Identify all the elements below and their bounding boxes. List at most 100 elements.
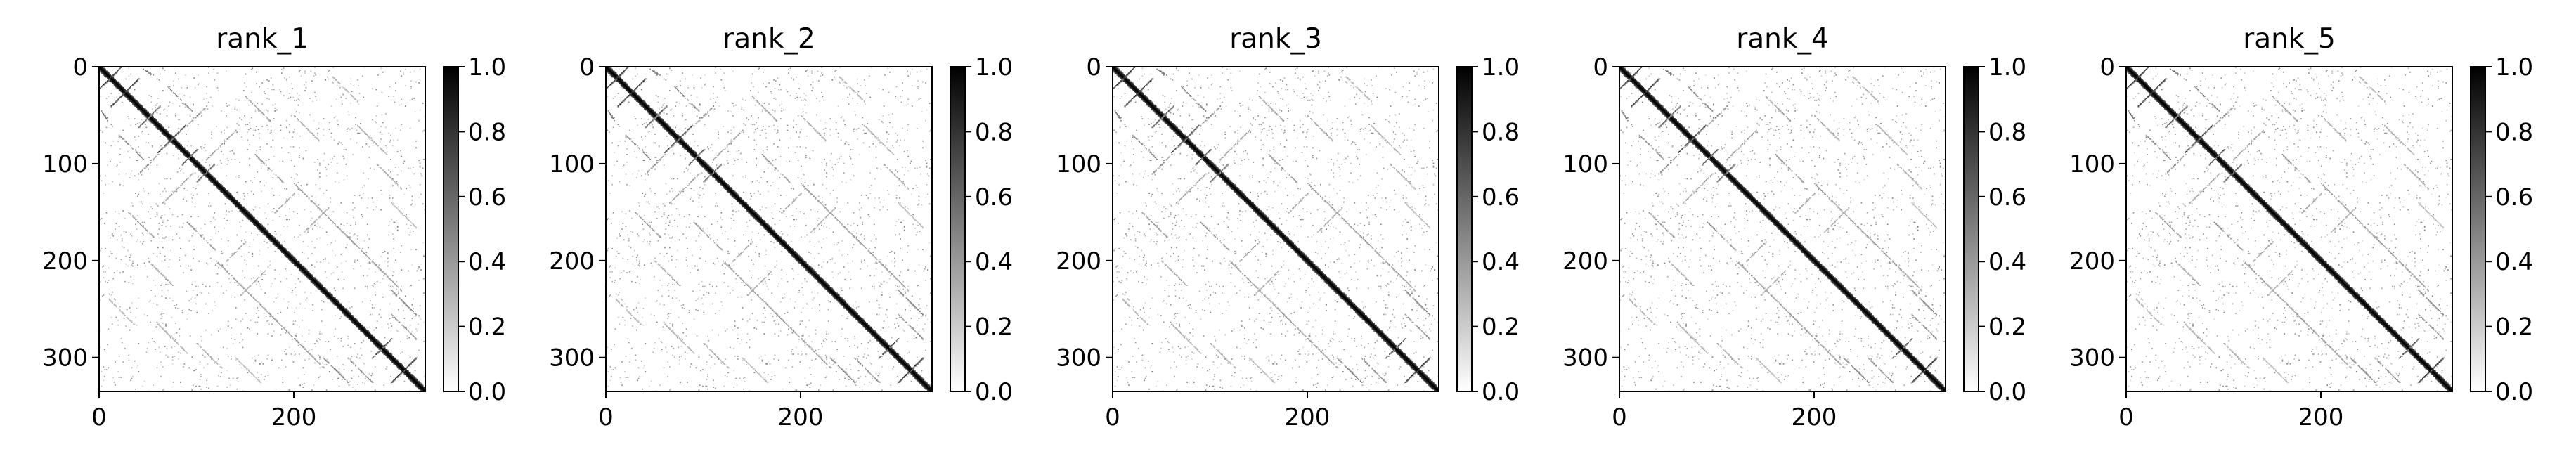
heatmap-cell: [188, 123, 190, 124]
heatmap-cell: [329, 371, 330, 372]
heatmap-cell: [138, 174, 139, 175]
heatmap-cell: [179, 257, 181, 258]
heatmap-cell: [291, 160, 292, 161]
heatmap-cell: [162, 220, 164, 221]
heatmap-cell: [274, 278, 276, 280]
heatmap-cell: [294, 193, 295, 194]
heatmap-cell: [282, 204, 283, 206]
heatmap-cell: [197, 230, 198, 232]
heatmap-cell: [114, 382, 115, 383]
heatmap-cell: [103, 193, 105, 194]
heatmap-cell: [406, 327, 407, 329]
heatmap-cell: [410, 249, 412, 250]
heatmap-cell: [139, 127, 141, 129]
heatmap-cell: [354, 207, 356, 209]
heatmap-cell: [130, 86, 131, 88]
heatmap-cell: [178, 98, 179, 99]
heatmap-cell: [347, 111, 349, 112]
heatmap-cell: [330, 159, 331, 160]
heatmap-cell: [107, 344, 108, 345]
heatmap-cell: [131, 322, 133, 323]
heatmap-cell: [207, 242, 209, 244]
heatmap-cell: [143, 159, 144, 160]
heatmap-cell: [222, 368, 224, 369]
heatmap-cell: [210, 97, 212, 98]
heatmap-cell: [350, 83, 351, 84]
heatmap-cell: [205, 144, 206, 145]
heatmap-cell: [397, 230, 399, 231]
heatmap-cell: [100, 347, 101, 349]
heatmap-cell: [392, 381, 394, 382]
heatmap-cell: [306, 195, 308, 197]
heatmap-cell: [119, 306, 121, 308]
heatmap-cell: [249, 122, 250, 124]
heatmap-cell: [165, 279, 167, 280]
heatmap-cell: [318, 122, 320, 124]
heatmap-cell: [339, 386, 340, 387]
heatmap-cell: [375, 266, 377, 267]
heatmap-cell: [145, 143, 147, 144]
heatmap-cell: [397, 184, 399, 186]
heatmap-cell: [150, 322, 151, 323]
heatmap-cell: [138, 136, 139, 137]
heatmap-cell: [218, 358, 219, 360]
heatmap-cell: [344, 379, 346, 380]
heatmap-cell: [129, 144, 130, 145]
heatmap-cell: [136, 219, 138, 221]
heatmap-cell: [370, 314, 371, 316]
heatmap-cell: [235, 131, 236, 133]
heatmap-cell: [101, 110, 103, 112]
heatmap-cell: [398, 207, 399, 208]
heatmap-cell: [401, 291, 402, 292]
heatmap-cell: [269, 121, 271, 122]
heatmap-cell: [117, 271, 118, 272]
heatmap-cell: [311, 241, 313, 242]
heatmap-cell: [268, 266, 269, 268]
heatmap-cell: [393, 238, 394, 240]
heatmap-cell: [176, 135, 177, 136]
heatmap-cell: [132, 283, 134, 285]
heatmap-cell: [103, 379, 105, 381]
heatmap-cell: [142, 169, 143, 171]
heatmap-cell: [107, 120, 108, 122]
heatmap-cell: [401, 189, 402, 190]
heatmap-cell: [394, 102, 396, 103]
heatmap-cell: [329, 363, 330, 364]
heatmap-cell: [193, 174, 194, 175]
heatmap-cell: [103, 366, 105, 368]
heatmap-cell: [309, 228, 310, 229]
heatmap-cell: [355, 99, 356, 100]
heatmap-cell: [142, 123, 143, 124]
heatmap-cell: [255, 110, 257, 111]
heatmap-cell: [192, 110, 193, 112]
heatmap-cell: [177, 216, 179, 217]
heatmap-cell: [380, 67, 382, 69]
heatmap-cell: [175, 113, 176, 115]
heatmap-cell: [282, 377, 283, 378]
heatmap-cell: [130, 214, 131, 216]
heatmap-cell: [206, 160, 207, 161]
heatmap-cell: [294, 183, 295, 184]
heatmap-cell: [157, 247, 159, 249]
heatmap-cell: [200, 347, 202, 349]
heatmap-cell: [314, 266, 316, 268]
heatmap-cell: [178, 351, 179, 353]
heatmap-cell: [405, 295, 406, 297]
heatmap-cell: [208, 193, 209, 194]
heatmap-cell: [347, 175, 348, 176]
heatmap-cell: [401, 75, 402, 77]
heatmap-cell: [349, 92, 350, 93]
heatmap-cell: [155, 156, 157, 157]
heatmap-cell: [112, 181, 113, 183]
heatmap-cell: [122, 102, 123, 103]
heatmap-cell: [355, 389, 356, 391]
heatmap-cell: [144, 314, 145, 316]
heatmap-cell: [208, 313, 209, 314]
heatmap-cell: [271, 171, 273, 172]
heatmap-cell: [415, 358, 416, 360]
heatmap-cell: [129, 177, 131, 178]
heatmap-cell: [315, 202, 316, 203]
heatmap-cell: [401, 373, 402, 375]
heatmap-cell: [178, 344, 179, 345]
